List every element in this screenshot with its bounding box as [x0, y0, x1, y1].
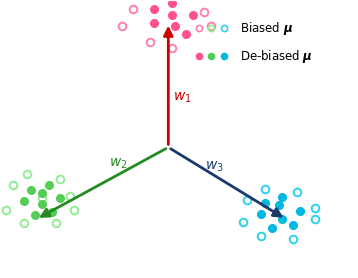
Text: $\boldsymbol{\mathit{w}}_{2}$: $\boldsymbol{\mathit{w}}_{2}$ — [109, 157, 128, 171]
Text: De-biased $\boldsymbol{\mu}$: De-biased $\boldsymbol{\mu}$ — [240, 48, 313, 64]
Text: $\boldsymbol{\mathit{w}}_{3}$: $\boldsymbol{\mathit{w}}_{3}$ — [205, 160, 224, 174]
Text: Biased $\boldsymbol{\mu}$: Biased $\boldsymbol{\mu}$ — [240, 20, 292, 37]
Text: $\boldsymbol{\mathit{w}}_{1}$: $\boldsymbol{\mathit{w}}_{1}$ — [173, 90, 192, 105]
